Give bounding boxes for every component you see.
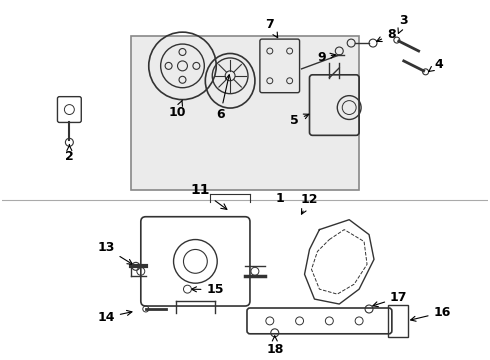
Text: 16: 16 [411, 306, 451, 321]
Text: 9: 9 [317, 51, 335, 64]
Text: 6: 6 [216, 75, 231, 121]
Text: 14: 14 [98, 310, 132, 324]
Text: 11: 11 [191, 183, 227, 210]
Text: 15: 15 [192, 283, 224, 296]
Text: 12: 12 [301, 193, 318, 214]
Text: 8: 8 [377, 28, 395, 41]
Text: 5: 5 [290, 114, 309, 127]
Text: 18: 18 [266, 336, 283, 356]
Text: 1: 1 [275, 192, 284, 205]
Bar [131, 36, 359, 190]
Text: 3: 3 [398, 14, 408, 33]
Text: 2: 2 [65, 145, 74, 163]
Text: 7: 7 [266, 18, 278, 38]
Text: 17: 17 [373, 291, 408, 307]
Text: 4: 4 [429, 58, 443, 72]
Text: 13: 13 [98, 242, 132, 264]
Text: 10: 10 [169, 100, 186, 118]
